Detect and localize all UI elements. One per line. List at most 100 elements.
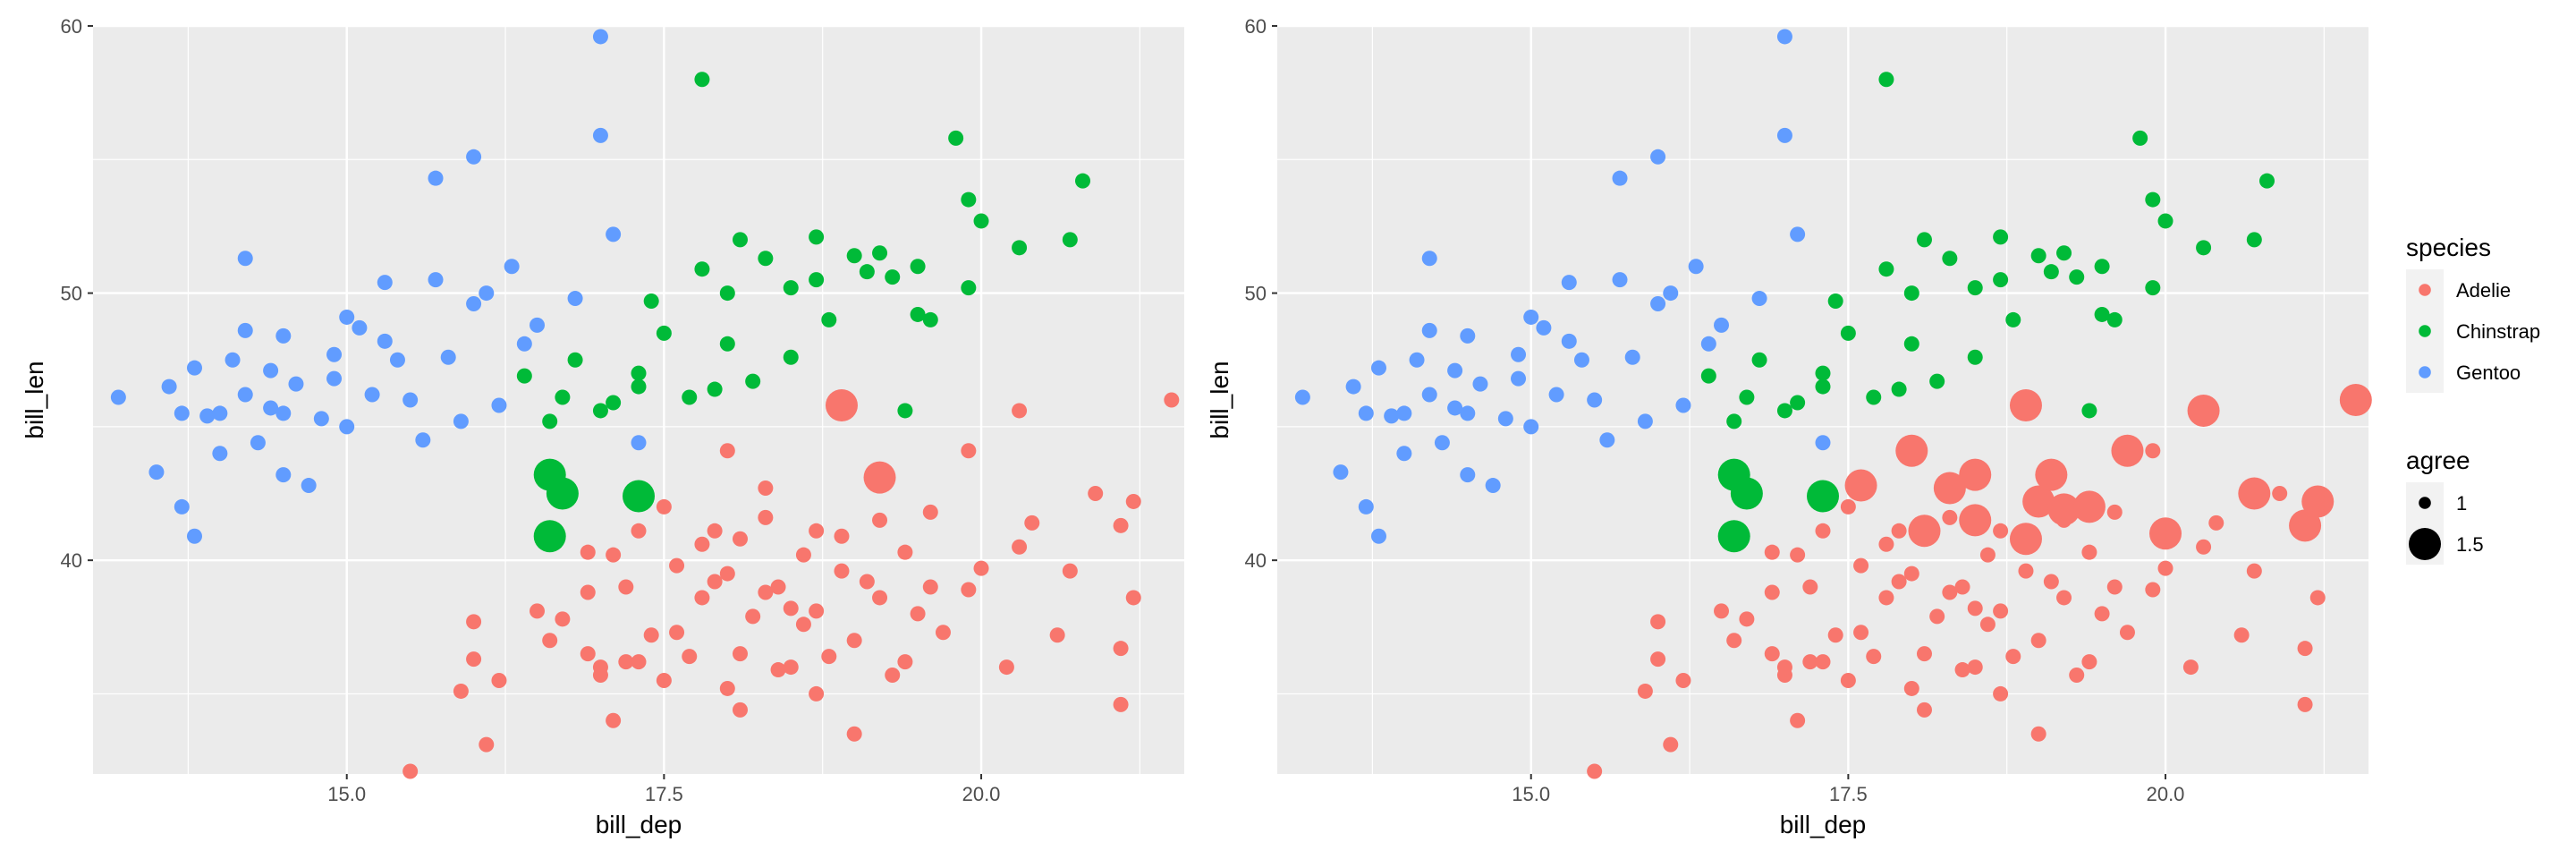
gridlines: [1277, 24, 2368, 774]
point-adelie: [1815, 523, 1831, 539]
point-adelie: [1942, 584, 1958, 600]
legend-size-key: [2409, 528, 2441, 560]
point-chinstrap: [656, 325, 672, 341]
point-chinstrap: [2246, 232, 2262, 248]
point-adelie: [1113, 696, 1129, 712]
point-gentoo: [313, 411, 329, 427]
point-adelie: [1866, 649, 1882, 665]
point-adelie: [1840, 673, 1856, 688]
point-adelie: [694, 536, 710, 552]
legend-title-agree: agree: [2406, 447, 2470, 474]
point-gentoo: [1294, 389, 1310, 405]
point-adelie: [1113, 641, 1129, 657]
point-gentoo: [466, 149, 482, 165]
point-large-adelie: [2009, 523, 2042, 556]
point-chinstrap: [922, 311, 938, 327]
point-chinstrap: [1993, 229, 2009, 245]
point-gentoo: [275, 405, 292, 421]
point-gentoo: [1384, 408, 1400, 424]
point-adelie: [2005, 649, 2021, 665]
point-large-adelie: [2339, 384, 2372, 416]
point-adelie: [1903, 566, 1919, 582]
point-adelie: [1637, 683, 1653, 699]
point-chinstrap: [542, 413, 558, 430]
point-gentoo: [530, 317, 546, 333]
point-adelie: [1993, 603, 2009, 619]
point-chinstrap: [2145, 191, 2161, 208]
point-gentoo: [1409, 352, 1425, 368]
point-adelie: [1024, 515, 1040, 531]
point-chinstrap: [2157, 213, 2174, 229]
legend-title-species: species: [2406, 234, 2491, 261]
point-gentoo: [263, 400, 279, 416]
point-gentoo: [1790, 226, 1806, 242]
point-chinstrap: [910, 259, 926, 275]
point-chinstrap: [732, 232, 748, 248]
point-chinstrap: [2056, 245, 2072, 261]
point-gentoo: [237, 387, 253, 403]
point-adelie: [707, 574, 723, 590]
point-adelie: [1012, 403, 1028, 419]
point-gentoo: [377, 333, 393, 349]
point-adelie: [1049, 627, 1065, 643]
point-adelie: [897, 654, 913, 670]
point-adelie: [606, 547, 622, 563]
point-chinstrap: [606, 395, 622, 411]
point-chinstrap: [2094, 306, 2110, 322]
point-adelie: [1125, 590, 1141, 606]
point-gentoo: [1688, 259, 1704, 275]
point-gentoo: [339, 309, 355, 325]
point-chinstrap: [631, 378, 647, 395]
point-adelie: [1878, 536, 1894, 552]
point-adelie: [618, 579, 634, 595]
point-adelie: [580, 584, 596, 600]
y-tick-labels: 40 50 60: [61, 15, 93, 572]
point-gentoo: [1358, 405, 1374, 421]
point-gentoo: [440, 349, 456, 365]
point-adelie: [2297, 641, 2313, 657]
point-chinstrap: [516, 368, 532, 384]
point-adelie: [466, 651, 482, 668]
point-gentoo: [1573, 352, 1589, 368]
point-adelie: [606, 712, 622, 728]
point-adelie: [491, 673, 507, 688]
point-large-adelie: [1959, 458, 1992, 491]
point-gentoo: [428, 170, 444, 186]
point-adelie: [1587, 763, 1603, 779]
point-chinstrap: [846, 248, 862, 264]
point-gentoo: [352, 319, 368, 336]
point-adelie: [745, 608, 761, 625]
point-gentoo: [364, 387, 380, 403]
point-chinstrap: [1840, 325, 1856, 341]
point-adelie: [2196, 539, 2212, 555]
point-gentoo: [1751, 291, 1767, 307]
point-gentoo: [491, 397, 507, 413]
x-axis-title: bill_dep: [1780, 811, 1867, 838]
point-chinstrap: [2259, 173, 2275, 189]
point-gentoo: [479, 285, 495, 302]
point-gentoo: [1370, 528, 1386, 544]
point-adelie: [758, 584, 774, 600]
point-chinstrap: [872, 245, 888, 261]
point-adelie: [1993, 523, 2009, 539]
point-adelie: [872, 512, 888, 528]
point-gentoo: [1497, 411, 1513, 427]
point-adelie: [2145, 582, 2161, 598]
point-adelie: [834, 563, 850, 579]
point-adelie: [1714, 603, 1730, 619]
point-chinstrap: [1700, 368, 1716, 384]
point-adelie: [1878, 590, 1894, 606]
point-adelie: [872, 590, 888, 606]
point-gentoo: [1776, 127, 1792, 143]
point-gentoo: [1434, 435, 1450, 451]
point-gentoo: [428, 272, 444, 288]
point-adelie: [998, 659, 1014, 676]
point-adelie: [1853, 625, 1869, 641]
point-large-adelie: [2072, 490, 2106, 523]
point-gentoo: [237, 251, 253, 267]
point-adelie: [542, 633, 558, 649]
point-adelie: [402, 763, 419, 779]
point-chinstrap: [1815, 365, 1831, 381]
point-gentoo: [1472, 376, 1488, 392]
